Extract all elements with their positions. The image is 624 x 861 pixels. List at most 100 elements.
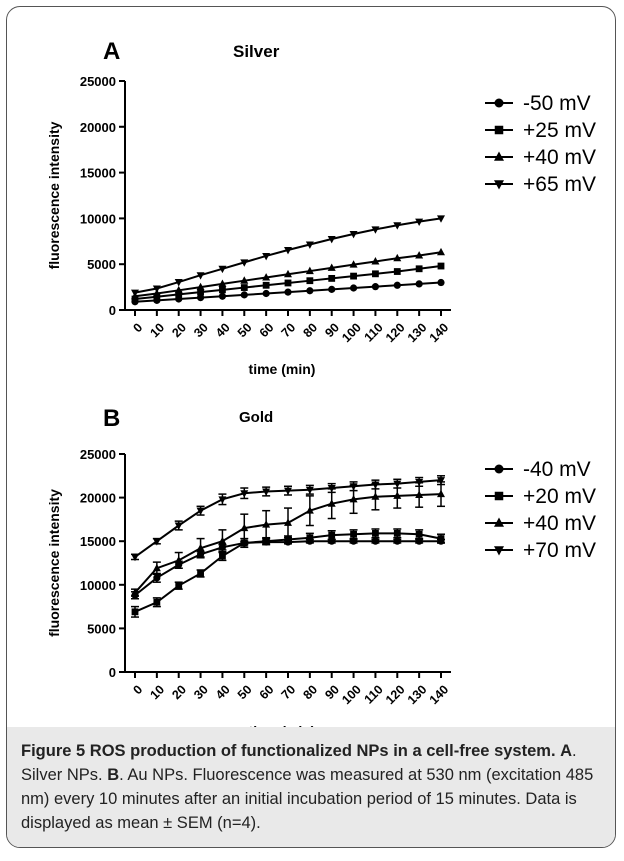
caption-title: ROS production of functionalized NPs in … xyxy=(89,742,556,760)
panel-b-y-tick-label: 15000 xyxy=(80,534,116,549)
panel-a-x-tick-label: 10 xyxy=(147,320,167,340)
panel-a-data-point xyxy=(218,279,227,287)
panel-b-data-point xyxy=(437,535,445,542)
panel-a-legend-label: +25 mV xyxy=(523,119,596,142)
panel-b-legend-marker xyxy=(494,546,504,556)
panel-b-data-point xyxy=(327,499,336,507)
panel-b-data-point xyxy=(415,490,424,498)
panel-b-legend-label: +20 mV xyxy=(523,485,596,508)
panel-b-y-tick-label: 25000 xyxy=(80,447,116,462)
panel-a-data-point xyxy=(262,281,270,289)
panel-b-x-tick-label: 80 xyxy=(300,682,320,702)
panel-b-data-point xyxy=(349,494,358,503)
panel-b-data-point xyxy=(349,537,358,545)
panel-b-data-point xyxy=(131,553,139,562)
panel-a-data-point xyxy=(349,230,358,239)
panel-b-data-point xyxy=(175,582,183,590)
panel-a-data-point xyxy=(174,285,183,294)
panel-a-data-point xyxy=(240,284,248,291)
panel-a-data-point xyxy=(196,294,205,302)
panel-a-data-point xyxy=(415,218,424,227)
panel-b-data-point xyxy=(218,496,227,504)
panel-a-series-4 xyxy=(131,215,445,297)
panel-a-legend-label: +65 mV xyxy=(523,173,596,196)
panel-b-data-point xyxy=(393,537,401,545)
panel-b-data-point xyxy=(284,536,292,543)
panel-a-data-point xyxy=(437,262,445,270)
panel-b-legend-marker xyxy=(494,491,504,501)
panel-b-data-point xyxy=(372,529,379,537)
panel-a-data-point xyxy=(415,251,424,259)
panel-a-x-tick-label: 70 xyxy=(279,320,299,340)
panel-a-x-tick-label: 80 xyxy=(300,320,320,340)
panel-a-data-point xyxy=(174,279,183,287)
panel-b-data-point xyxy=(306,534,314,542)
caption-panel-a-letter: A xyxy=(560,742,573,760)
panel-b-x-tick-label: 0 xyxy=(131,682,146,697)
panel-a-x-tick-label: 20 xyxy=(169,320,189,340)
panel-a-data-point xyxy=(371,283,380,291)
panel-a-y-tick-label: 25000 xyxy=(80,74,116,89)
panel-a-y-axis-label: fluorescence intensity xyxy=(46,121,62,269)
panel-b-data-point xyxy=(305,506,314,514)
panel-a-data-point xyxy=(152,285,161,293)
panel-a-data-point xyxy=(262,252,271,261)
panel-a-data-point xyxy=(305,241,314,249)
panel-a-legend-marker xyxy=(494,125,504,135)
panel-b-data-point xyxy=(393,529,401,537)
panel-a-legend-label: +40 mV xyxy=(523,146,596,169)
panel-a-x-tick-label: 100 xyxy=(339,320,364,345)
panel-a-data-point xyxy=(371,226,380,234)
panel-a-data-point xyxy=(219,286,226,294)
panel-a-data-point xyxy=(284,288,292,296)
panel-a-y-tick-label: 15000 xyxy=(80,166,116,181)
panel-b-data-point xyxy=(240,523,249,532)
panel-a-data-point xyxy=(437,215,445,223)
panel-b-data-point xyxy=(415,530,423,538)
panel-b-data-point xyxy=(153,574,161,582)
panel-a-series-3 xyxy=(131,247,445,300)
caption-panel-b-text: Au NPs. Fluorescence was measured at 530… xyxy=(21,766,594,832)
panel-b-data-point xyxy=(393,480,402,489)
panel-b-data-point xyxy=(152,538,161,546)
panel-b-data-point xyxy=(153,598,161,606)
panel-b-x-tick-label: 120 xyxy=(383,682,408,707)
panel-b-data-point xyxy=(327,485,336,493)
panel-a-data-point xyxy=(327,263,336,271)
figure-frame: A Silver 0 5000 10000 15000 20000 25000 0 10 20 30 4… xyxy=(6,6,616,848)
panel-a-data-point xyxy=(153,293,161,301)
panel-a-data-point xyxy=(350,272,357,280)
panel-b-y-tick-label: 20000 xyxy=(80,491,116,506)
panel-a-data-point xyxy=(240,291,248,299)
panel-a-data-point xyxy=(240,259,249,267)
panel-a-data-point xyxy=(262,273,271,281)
panel-a-x-tick-label: 60 xyxy=(257,320,277,340)
panel-a-data-point xyxy=(371,257,380,265)
panel-a-y-tick-label: 0 xyxy=(109,303,116,318)
panel-a-data-point xyxy=(240,276,249,284)
panel-b-data-point xyxy=(240,539,248,547)
panel-b-data-point xyxy=(371,537,380,545)
panel-a-data-point xyxy=(197,288,204,296)
panel-b-series-3 xyxy=(131,481,445,597)
caption-panel-a-text: Silver NPs. xyxy=(21,766,103,784)
panel-a-data-point xyxy=(393,222,402,230)
panel-a-data-point xyxy=(262,289,270,298)
panel-a-x-tick-label: 120 xyxy=(383,320,408,345)
panel-b-y-tick-label: 10000 xyxy=(80,578,116,593)
panel-b-x-tick-label: 20 xyxy=(169,682,189,702)
panel-b-data-point xyxy=(415,537,423,545)
panel-a-letter: A xyxy=(103,38,120,65)
panel-a-data-point xyxy=(218,265,227,274)
panel-b-y-tick-label: 0 xyxy=(109,665,116,680)
panel-b-series-2 xyxy=(131,528,445,618)
panel-b-x-tick-label: 30 xyxy=(191,682,211,702)
panel-a-data-point xyxy=(415,280,423,288)
panel-a-data-point xyxy=(393,253,402,262)
panel-a-x-tick-label: 0 xyxy=(131,320,146,335)
panel-a-data-point xyxy=(328,285,336,293)
panel-b-data-point xyxy=(415,478,424,487)
